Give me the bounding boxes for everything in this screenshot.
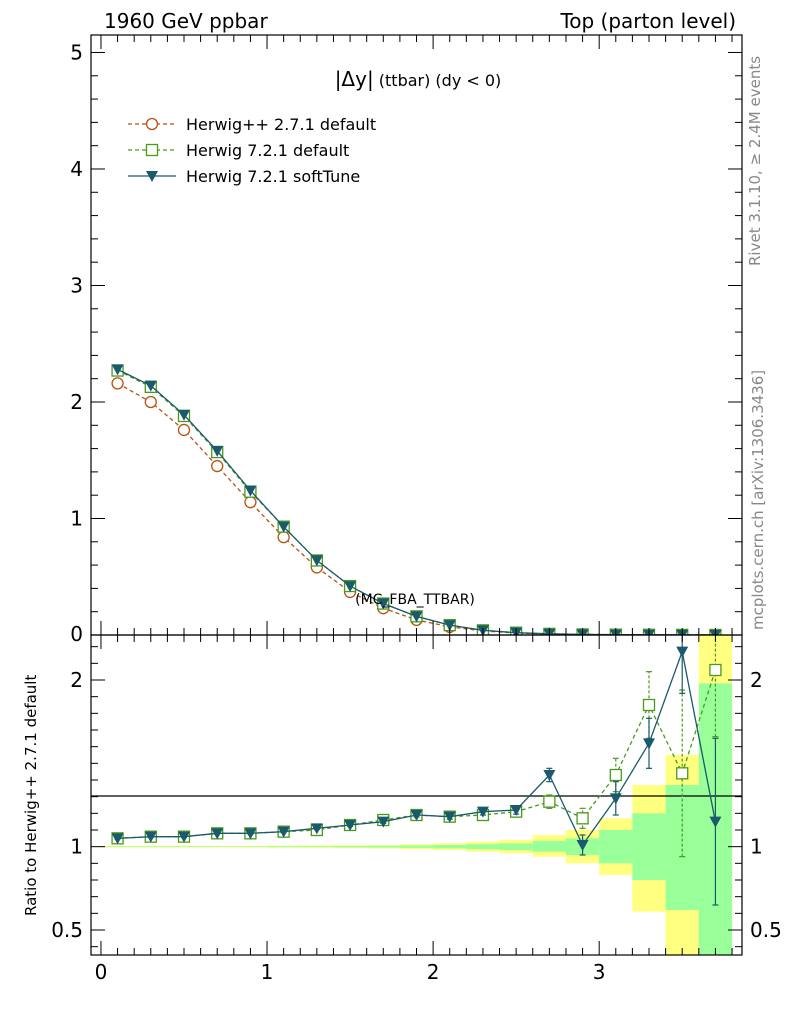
ratio-uncertainty-bands: [100, 635, 733, 955]
ratio-data-point: [609, 768, 622, 782]
band-green-bin: [399, 845, 434, 848]
ratio-data-point: [178, 831, 190, 843]
analysis-watermark: (MC_FBA_TTBAR): [355, 592, 475, 608]
band-green-bin: [300, 846, 334, 848]
ratio-data-point: [709, 816, 722, 828]
band-green-bin: [499, 843, 533, 850]
band-green-bin: [134, 846, 168, 847]
legend-label-herwig721: Herwig 7.2.1 default: [186, 141, 349, 160]
y-tick-label: 2: [70, 390, 83, 414]
legend-item-herwig721: Herwig 7.2.1 default: [128, 141, 349, 160]
band-green-bin: [532, 840, 566, 852]
x-tick-label: 0: [95, 960, 108, 984]
ratio-data-point: [642, 698, 656, 712]
ratio-data-point: [344, 820, 357, 831]
ratio-data-point: [111, 833, 124, 845]
ratio-data-point: [676, 646, 689, 658]
plot-title-main: |Δy|: [335, 67, 374, 91]
ratio-data-point: [377, 816, 390, 828]
data-point: [111, 377, 124, 390]
plot-title: |Δy| (ttbar) (dy < 0): [335, 67, 502, 91]
ratio-data-point: [310, 823, 323, 835]
data-point: [344, 581, 357, 593]
ratio-data-point: [576, 840, 589, 851]
data-point: [443, 620, 456, 632]
y-tick-label: 1: [70, 506, 83, 530]
data-point: [144, 380, 157, 392]
legend-label-herwigpp: Herwig++ 2.7.1 default: [186, 115, 376, 134]
ratio-y-tick-label-right: 1: [750, 835, 763, 859]
rivet-version-label: Rivet 3.1.10, ≥ 2.4M events: [746, 56, 764, 266]
ratio-data-point: [709, 663, 722, 677]
ratio-data-point: [543, 795, 556, 808]
band-green-bin: [167, 846, 201, 847]
band-green-bin: [267, 846, 301, 848]
circle-marker-icon: [145, 117, 159, 131]
energy-label: 1960 GeV ppbar: [104, 9, 268, 33]
data-point: [177, 423, 191, 437]
ratio-plot: [111, 635, 722, 906]
data-point: [377, 598, 390, 610]
ratio-data-point: [443, 811, 456, 823]
data-point: [310, 555, 323, 567]
data-point: [111, 364, 124, 376]
y-tick-label-zero: 0: [70, 622, 83, 646]
data-point: [211, 459, 224, 473]
ratio-y-tick-label: 0.5: [51, 918, 83, 942]
axis-ticks: 1 2 3 4 5 0.5 0.5 1 1 2 2 0 1 2 3 0: [51, 35, 782, 984]
ratio-data-point: [211, 828, 224, 840]
ratio-y-tick-label-right: 0.5: [750, 918, 782, 942]
ratio-data-point: [643, 738, 655, 750]
process-label: Top (parton level): [559, 9, 736, 33]
mcplots-label: mcplots.cern.ch [arXiv:1306.3436]: [749, 370, 767, 630]
ratio-data-point: [609, 793, 622, 805]
data-point: [244, 485, 257, 497]
triangle-marker-icon: [146, 171, 158, 182]
legend-item-softtune: Herwig 7.2.1 softTune: [128, 167, 360, 186]
plot-title-sub: (ttbar) (dy < 0): [374, 71, 502, 90]
x-tick-label: 1: [261, 960, 274, 984]
x-tick-label: 3: [593, 960, 606, 984]
band-green-bin: [233, 846, 268, 847]
y-tick-label: 3: [70, 273, 83, 297]
y-tick-label: 4: [70, 157, 83, 181]
ratio-y-tick-label: 1: [70, 835, 83, 859]
data-point: [244, 496, 257, 509]
ratio-y-axis-label: Ratio to Herwig++ 2.7.1 default: [22, 675, 40, 916]
x-tick-label: 2: [427, 960, 440, 984]
band-green-bin: [599, 830, 633, 864]
ratio-data-point: [410, 810, 423, 821]
y-tick-label: 5: [70, 40, 83, 64]
ratio-y-tick-label: 2: [70, 668, 83, 692]
ratio-data-point: [510, 805, 523, 816]
ratio-data-point: [476, 806, 489, 818]
band-green-bin: [632, 813, 666, 880]
ratio-data-point: [676, 767, 689, 780]
band-green-bin: [366, 845, 400, 848]
band-green-bin: [100, 846, 135, 847]
data-point: [211, 445, 224, 457]
legend-item-herwigpp: Herwig++ 2.7.1 default: [128, 115, 376, 134]
ratio-data-point: [576, 812, 589, 825]
data-point: [178, 409, 190, 421]
band-green-bin: [466, 844, 500, 850]
band-green-bin: [200, 846, 234, 847]
ratio-data-point: [543, 770, 556, 781]
band-green-bin: [333, 846, 367, 848]
ratio-data-point: [144, 831, 157, 843]
ratio-y-tick-label-right: 2: [750, 668, 763, 692]
ratio-data-point: [244, 828, 257, 840]
ratio-data-point: [277, 826, 290, 838]
band-green-bin: [433, 845, 467, 849]
legend: Herwig++ 2.7.1 default Herwig 7.2.1 defa…: [128, 115, 376, 186]
data-point: [277, 521, 290, 533]
data-point: [144, 395, 157, 409]
data-point: [410, 611, 423, 623]
legend-label-softtune: Herwig 7.2.1 softTune: [186, 167, 360, 186]
data-point: [277, 530, 290, 544]
square-marker-icon: [145, 143, 159, 157]
